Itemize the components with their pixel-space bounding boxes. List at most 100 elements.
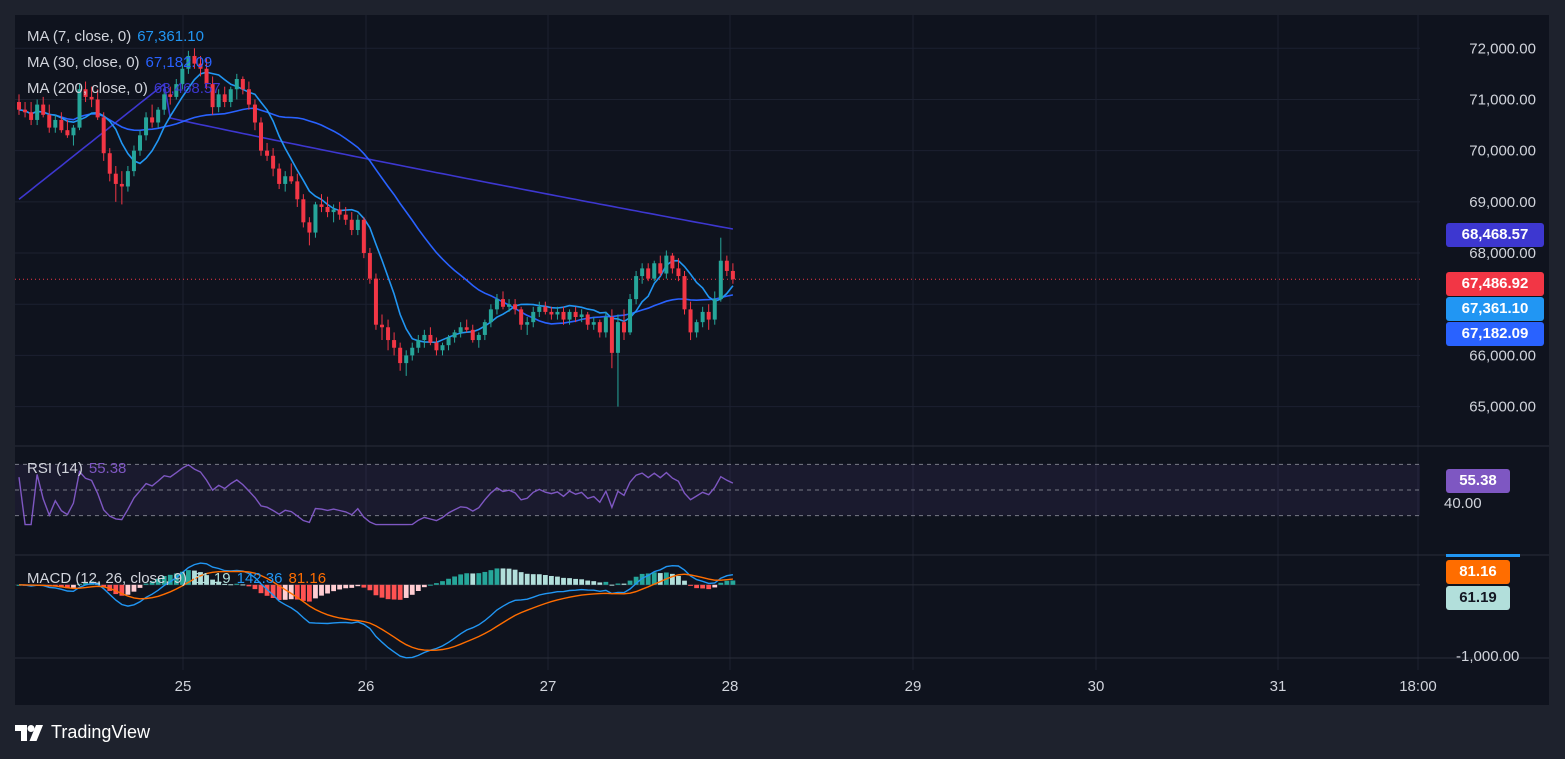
candle-body — [259, 122, 263, 151]
candle-body — [17, 102, 21, 110]
macd-hist-bar — [282, 584, 288, 600]
macd-hist-bar — [58, 584, 64, 588]
candle-body — [585, 314, 590, 325]
macd-hist-bar — [621, 583, 627, 585]
candle-body — [470, 329, 475, 341]
candle-body — [277, 168, 282, 184]
candle-body — [186, 55, 191, 69]
macd-hist-bar — [379, 584, 385, 598]
macd-hist-bar — [337, 584, 343, 590]
macd-hist-bar — [609, 584, 615, 586]
macd-hist-bar — [300, 584, 306, 601]
candle-body — [591, 322, 596, 325]
macd-hist-bar — [530, 574, 536, 585]
candle-body — [640, 268, 645, 277]
candle-body — [138, 135, 142, 151]
candle-body — [634, 276, 639, 300]
candle-body — [706, 311, 711, 320]
candlestick-chart[interactable]: 72,000.00 71,000.00 70,000.00 69,000.00 68,0… — [15, 15, 1549, 705]
macd-hist-bar — [657, 573, 663, 585]
macd-hist-bar — [706, 584, 712, 590]
macd-hist-bar — [228, 584, 234, 586]
candle-body — [712, 299, 717, 320]
macd-hist-bar — [415, 584, 421, 591]
legend-ma30[interactable]: MA (30, close, 0) 67,182.09 — [27, 54, 212, 71]
candle-body — [246, 89, 251, 105]
candle-body — [234, 78, 239, 90]
macd-hist-bar — [464, 573, 470, 585]
y-tick-label: 68,000.00 — [1469, 245, 1536, 262]
legend-macd[interactable]: MACD (12, 26, close, 9) 61.19 142.36 81.16 — [27, 570, 326, 587]
candle-body — [150, 117, 155, 123]
macd-hist-bar — [615, 583, 621, 585]
candle-body — [131, 150, 136, 172]
candle-body — [694, 322, 699, 333]
macd-hist-bar — [355, 584, 361, 587]
candle-body — [119, 183, 124, 187]
candle-body — [603, 317, 608, 333]
macd-hist-bar — [71, 584, 76, 588]
legend-rsi-label: RSI (14) — [27, 460, 83, 477]
y-tick-label: 66,000.00 — [1469, 347, 1536, 364]
macd-hist-bar — [470, 573, 476, 585]
macd-hist-bar — [192, 570, 197, 585]
macd-hist-bar — [670, 573, 675, 585]
macd-hist-bar — [373, 584, 379, 596]
macd-hist-bar — [458, 574, 464, 585]
candle-body — [198, 63, 203, 69]
candle-body — [688, 309, 693, 333]
candle-body — [488, 309, 493, 323]
chart-frame[interactable]: 72,000.00 71,000.00 70,000.00 69,000.00 68,0… — [15, 15, 1549, 705]
candle-body — [628, 299, 633, 333]
candle-body — [676, 268, 681, 277]
macd-hist-bar — [307, 584, 312, 602]
macd-hist-bar — [258, 584, 264, 594]
macd-hist-bar — [179, 571, 185, 585]
candle-body — [664, 255, 669, 274]
candle-body — [422, 334, 427, 341]
macd-hist-bar — [246, 584, 252, 587]
macd-hist-bar — [113, 584, 119, 595]
candle-body — [507, 304, 512, 307]
candle-body — [23, 109, 28, 113]
x-tick-label: 26 — [358, 678, 375, 695]
macd-hist-bar — [143, 583, 149, 585]
legend-rsi[interactable]: RSI (14) 55.38 — [27, 460, 126, 477]
legend-ma200[interactable]: MA (200, close, 0) 68,468.57 — [27, 80, 221, 97]
candle-body — [567, 311, 572, 320]
macd-hist-bar — [694, 584, 699, 589]
tradingview-logo-icon — [15, 724, 43, 741]
macd-hist-bar — [149, 581, 155, 585]
candle-body — [476, 334, 481, 341]
macd-hist-bar — [597, 582, 603, 585]
tradingview-brand[interactable]: TradingView — [15, 722, 150, 743]
macd-hist-bar — [645, 573, 651, 585]
candle-body — [29, 112, 34, 120]
legend-ma7[interactable]: MA (7, close, 0) 67,361.10 — [27, 28, 204, 45]
macd-hist-bar — [343, 584, 349, 589]
macd-hist-bar — [173, 573, 179, 585]
candle-body — [192, 55, 197, 64]
macd-hist-bar — [409, 584, 415, 595]
macd-hist-bar — [627, 580, 633, 585]
legend-ma200-label: MA (200, close, 0) — [27, 80, 148, 97]
candle-body — [180, 68, 185, 85]
candle-body — [373, 278, 378, 325]
legend-ma30-label: MA (30, close, 0) — [27, 54, 140, 71]
macd-hist-bar — [421, 584, 427, 588]
macd-hist-bar — [542, 575, 548, 585]
macd-hist-bar — [573, 578, 578, 585]
candle-body — [107, 153, 112, 174]
candle-body — [446, 337, 451, 346]
candle-body — [416, 340, 421, 348]
macd-hist-bar — [585, 580, 591, 585]
x-tick-label: 18:00 — [1399, 678, 1437, 695]
macd-hist-bar — [730, 580, 736, 585]
macd-hist-bar — [210, 579, 215, 585]
legend-ma7-label: MA (7, close, 0) — [27, 28, 132, 45]
y-tick-label: 72,000.00 — [1469, 40, 1536, 57]
candle-body — [307, 222, 312, 233]
macd-hist-bar — [270, 584, 276, 599]
macd-hist-bar — [446, 578, 451, 585]
candle-body — [228, 89, 233, 103]
